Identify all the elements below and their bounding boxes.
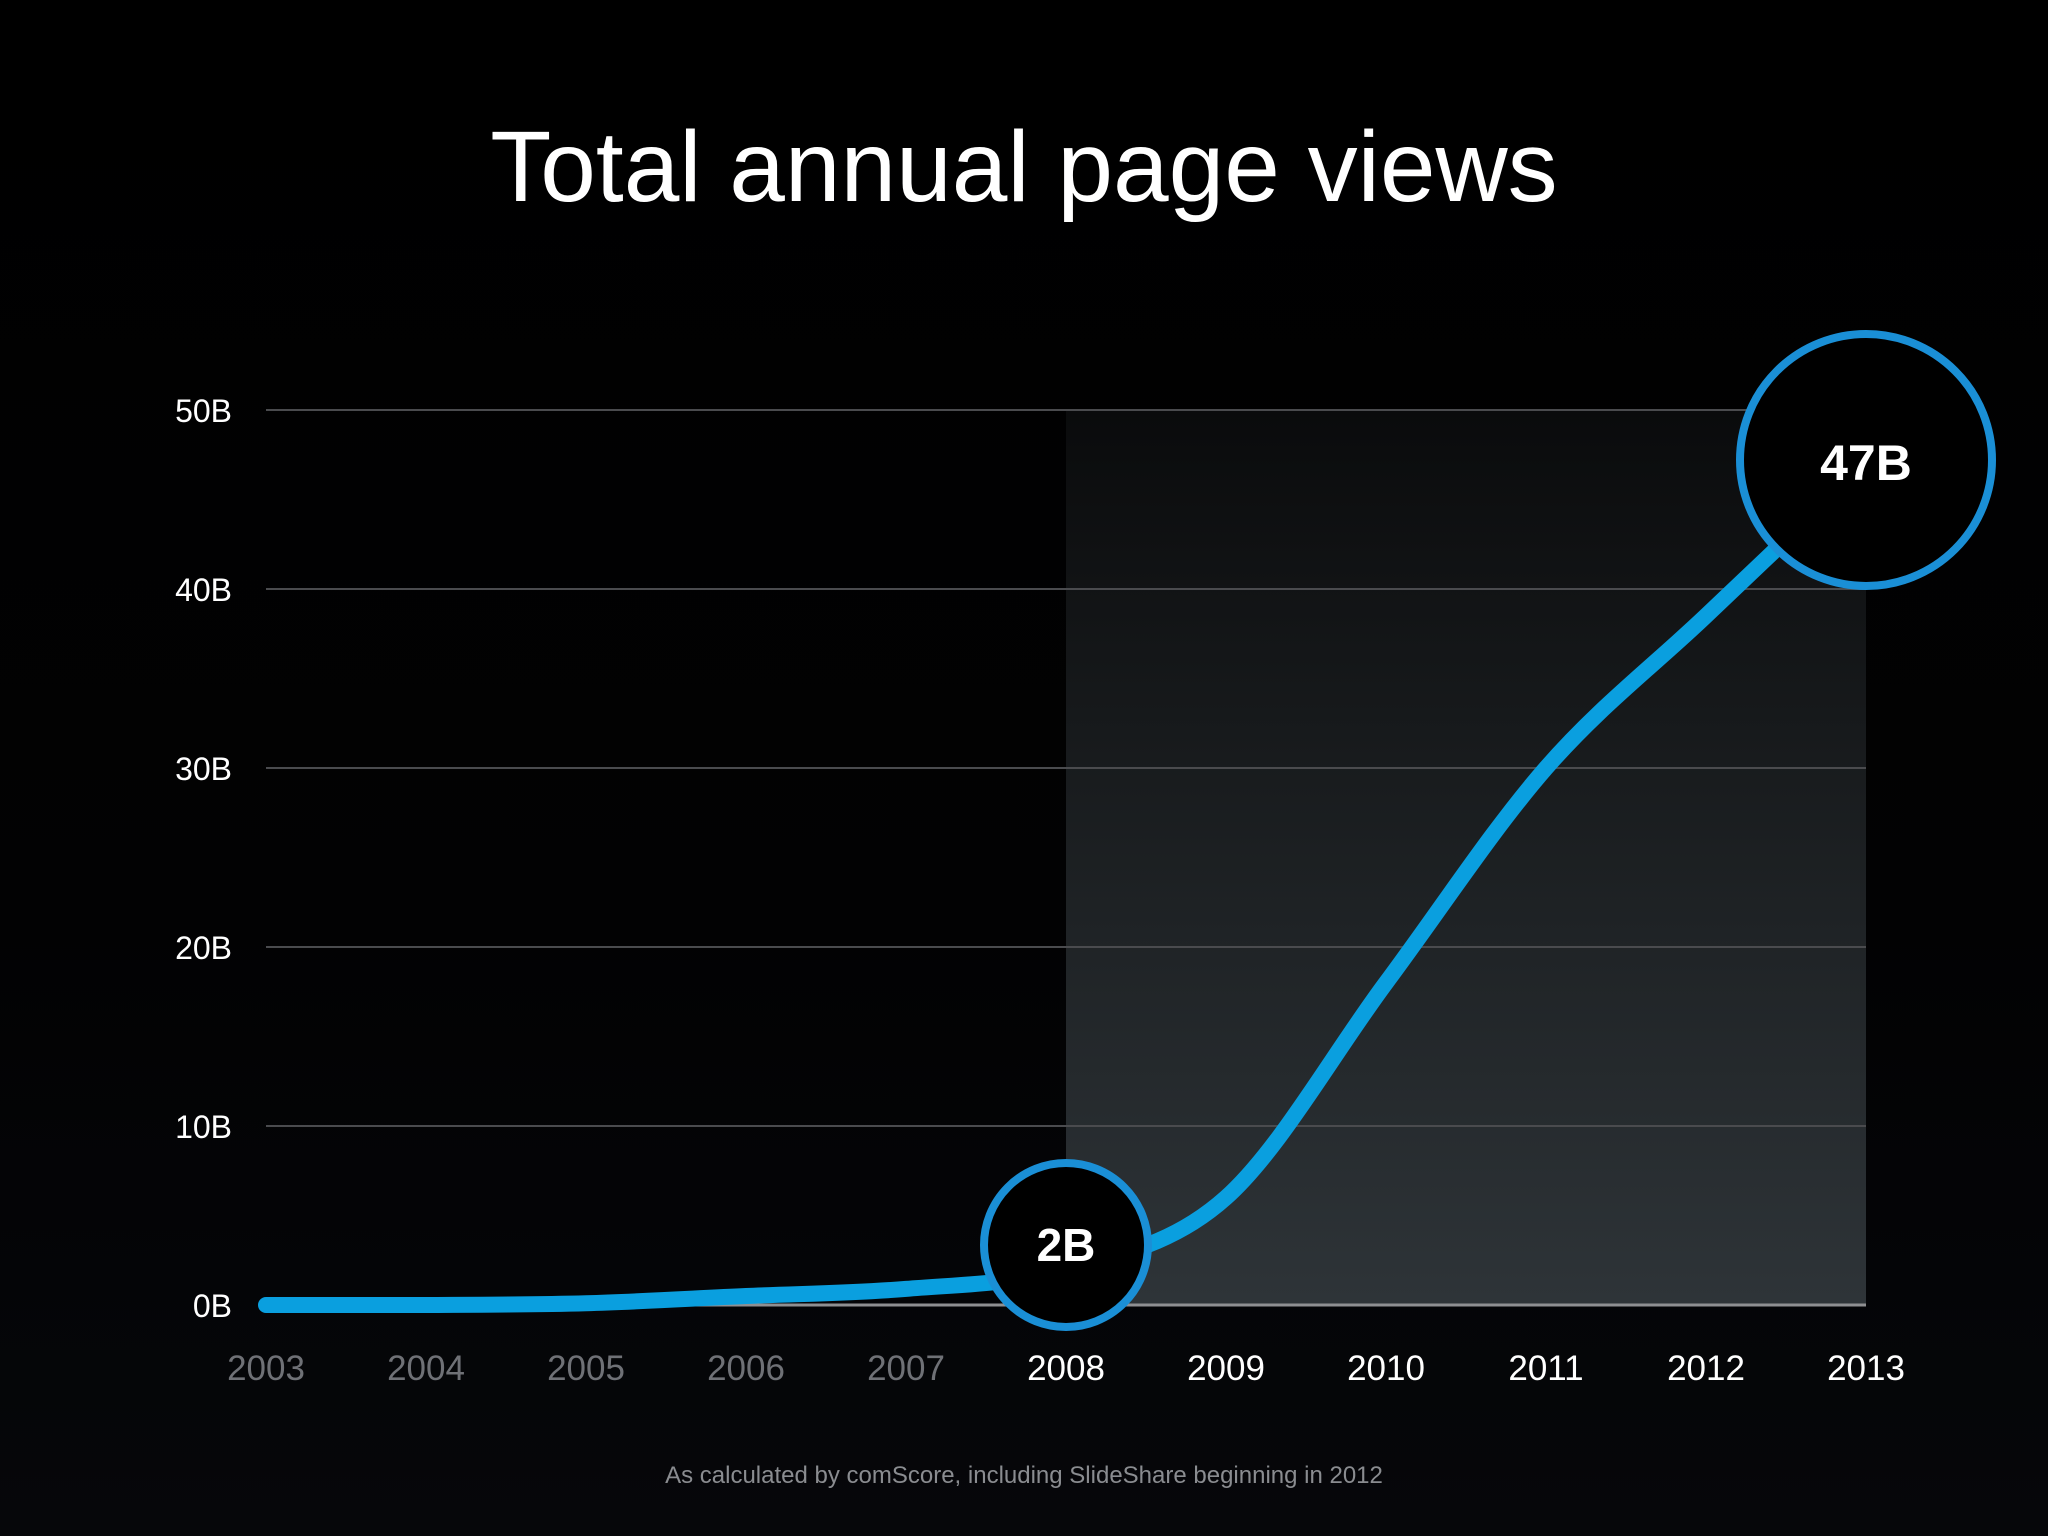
x-tick-label: 2003 <box>227 1349 305 1388</box>
x-tick-label: 2006 <box>707 1349 785 1388</box>
y-tick-label: 10B <box>175 1109 232 1145</box>
chart-title: Total annual page views <box>490 111 1558 223</box>
x-tick-label: 2012 <box>1667 1349 1745 1388</box>
callout-circle <box>980 1159 1152 1331</box>
y-tick-label: 50B <box>175 393 232 429</box>
x-tick-label: 2005 <box>547 1349 625 1388</box>
y-tick-label: 0B <box>193 1288 232 1324</box>
x-tick-label: 2011 <box>1508 1349 1583 1388</box>
x-tick-label: 2007 <box>867 1349 945 1388</box>
x-tick-label: 2013 <box>1827 1349 1905 1388</box>
y-tick-label: 30B <box>175 751 232 787</box>
highlight-region <box>1066 410 1866 1305</box>
callout-circle <box>1736 330 1996 590</box>
callout-label: 47B <box>1820 435 1912 491</box>
callout-label: 2B <box>1037 1219 1096 1271</box>
y-tick-label: 40B <box>175 572 232 608</box>
y-tick-label: 20B <box>175 930 232 966</box>
x-tick-label: 2004 <box>387 1349 465 1388</box>
x-tick-label: 2009 <box>1187 1349 1265 1388</box>
x-tick-label: 2010 <box>1347 1349 1425 1388</box>
footnote: As calculated by comScore, including Sli… <box>665 1462 1383 1489</box>
x-tick-label: 2008 <box>1027 1349 1105 1388</box>
